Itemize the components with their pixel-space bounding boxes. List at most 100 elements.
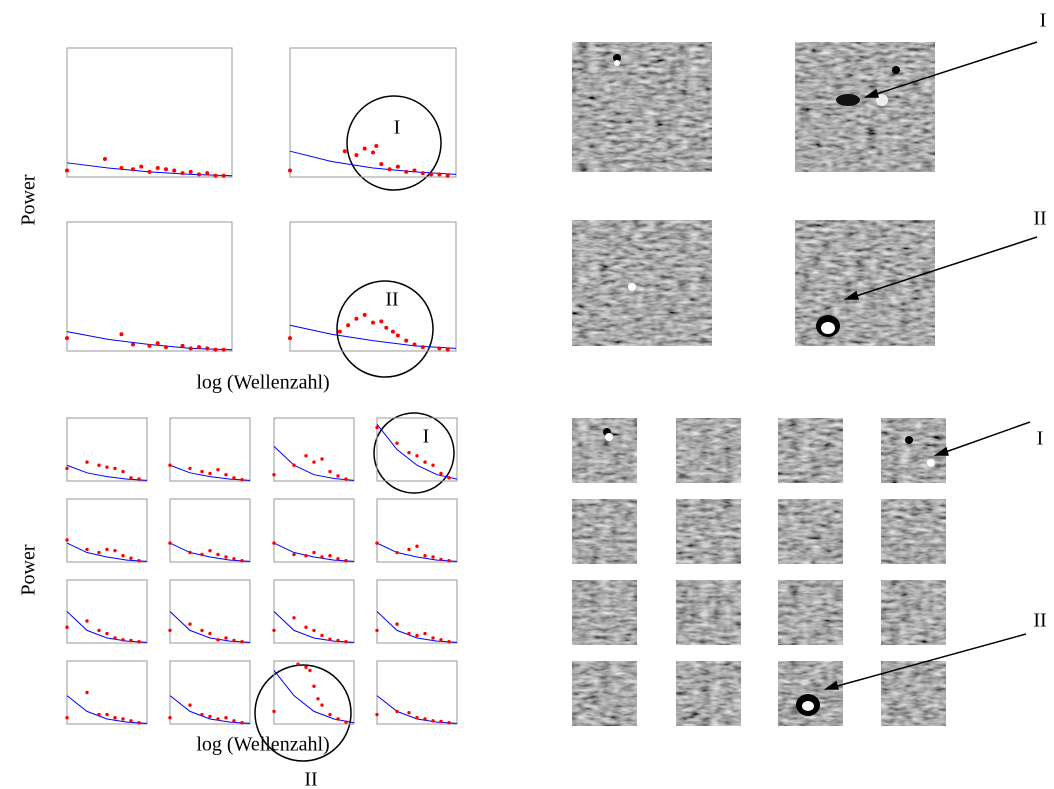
plot-frame <box>289 47 457 178</box>
data-point <box>208 714 212 719</box>
data-point <box>188 622 192 626</box>
data-point <box>431 463 435 467</box>
data-point <box>164 345 168 350</box>
arrow <box>829 633 1027 689</box>
data-point <box>320 633 324 638</box>
data-point <box>113 466 117 471</box>
data-point <box>168 463 172 467</box>
data-point <box>336 638 340 643</box>
plot-frame <box>376 660 458 725</box>
data-point <box>137 640 141 644</box>
data-point <box>137 721 141 725</box>
image <box>572 661 637 726</box>
fit-line <box>66 695 148 724</box>
data-point <box>168 716 172 720</box>
annotation: II <box>1033 208 1046 230</box>
image <box>881 499 946 564</box>
data-point <box>188 703 192 707</box>
data-point <box>395 622 399 626</box>
data-point <box>375 712 379 717</box>
plot-frame <box>66 221 233 352</box>
data-point <box>208 631 212 636</box>
fit-line <box>169 611 251 643</box>
blob <box>821 322 835 334</box>
data-point <box>384 325 389 330</box>
arrowhead <box>843 290 859 300</box>
circles <box>254 95 455 762</box>
data-point <box>407 710 411 715</box>
data-point <box>328 712 332 717</box>
data-point <box>216 638 220 642</box>
data-point <box>447 559 451 563</box>
data-point <box>336 717 340 721</box>
data-point <box>344 720 348 724</box>
data-point <box>224 716 228 720</box>
data-point <box>85 690 89 695</box>
data-point <box>292 616 296 620</box>
data-point <box>197 172 201 177</box>
data-point <box>431 719 435 723</box>
arrow <box>869 41 1038 97</box>
data-point <box>328 637 332 641</box>
annotation: II <box>1033 610 1046 632</box>
data-point <box>336 557 340 561</box>
data-point <box>180 171 185 176</box>
data-point <box>85 619 89 623</box>
plot-frame <box>376 417 458 482</box>
plot-frame <box>169 417 251 482</box>
data-point <box>439 557 443 562</box>
data-point <box>216 717 220 721</box>
data-point <box>374 144 379 149</box>
fit-line <box>169 464 251 481</box>
data-point <box>113 548 117 553</box>
fit-line <box>376 542 458 562</box>
image <box>572 220 712 346</box>
blob <box>605 433 613 441</box>
data-point <box>429 172 434 177</box>
fit-line <box>289 324 457 349</box>
plot-frame <box>273 579 355 644</box>
data-point <box>412 342 417 347</box>
blob <box>927 459 935 467</box>
data-point <box>292 463 296 467</box>
data-point <box>375 628 379 633</box>
highlight-circle <box>373 412 455 494</box>
data-point <box>155 165 160 170</box>
data-point <box>415 716 419 720</box>
data-point <box>390 329 395 334</box>
data-point <box>113 716 117 720</box>
highlight-circle <box>346 95 442 191</box>
data-point <box>404 169 409 174</box>
data-point <box>272 709 276 714</box>
data-point <box>439 638 443 642</box>
arrowhead <box>863 88 879 98</box>
data-point <box>354 153 359 158</box>
fit-line <box>289 150 457 175</box>
data-point <box>224 636 228 640</box>
data-point <box>213 347 218 352</box>
y-axis-label: Power <box>18 544 40 595</box>
data-point <box>437 346 442 351</box>
plot-frame <box>66 417 148 482</box>
data-point <box>445 347 450 352</box>
data-point <box>65 168 69 173</box>
image <box>778 580 843 645</box>
image <box>778 499 843 564</box>
data-point <box>137 477 141 481</box>
data-point <box>240 640 244 644</box>
data-point <box>119 165 124 170</box>
data-point <box>337 329 342 334</box>
data-point <box>320 457 324 461</box>
data-point <box>292 552 296 557</box>
data-point <box>224 473 228 477</box>
data-point <box>447 640 451 644</box>
blob <box>628 283 636 291</box>
data-point <box>439 719 443 724</box>
data-point <box>407 631 411 636</box>
data-point <box>119 332 124 337</box>
data-point <box>342 149 347 154</box>
data-point <box>447 721 451 725</box>
blob <box>613 54 621 62</box>
data-point <box>240 559 244 563</box>
